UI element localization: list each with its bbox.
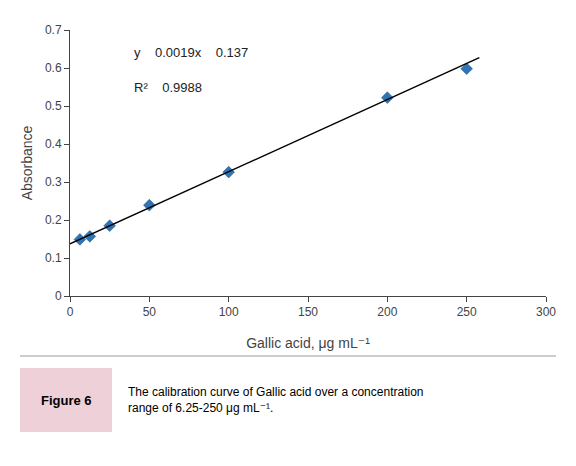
svg-text:150: 150 [298, 305, 318, 319]
svg-text:0: 0 [55, 289, 62, 303]
svg-text:200: 200 [377, 305, 397, 319]
svg-text:0: 0 [67, 305, 74, 319]
svg-text:0.2: 0.2 [45, 213, 62, 227]
svg-text:Gallic acid, μg mL⁻¹: Gallic acid, μg mL⁻¹ [246, 335, 370, 351]
svg-text:The calibration curve of Galli: The calibration curve of Gallic acid ove… [128, 385, 423, 415]
svg-text:R² 0.9988: R² 0.9988 [134, 80, 202, 95]
svg-text:Figure 6: Figure 6 [41, 393, 92, 408]
svg-text:y 0.0019x 0.137: y 0.0019x 0.137 [134, 45, 248, 60]
svg-text:0.4: 0.4 [45, 137, 62, 151]
svg-text:50: 50 [143, 305, 157, 319]
svg-text:300: 300 [536, 305, 556, 319]
svg-text:0.3: 0.3 [45, 175, 62, 189]
svg-text:100: 100 [219, 305, 239, 319]
svg-text:0.6: 0.6 [45, 61, 62, 75]
svg-text:Absorbance: Absorbance [19, 125, 35, 200]
svg-text:0.5: 0.5 [45, 99, 62, 113]
svg-text:0.7: 0.7 [45, 23, 62, 37]
svg-text:0.1: 0.1 [45, 251, 62, 265]
svg-text:250: 250 [457, 305, 477, 319]
